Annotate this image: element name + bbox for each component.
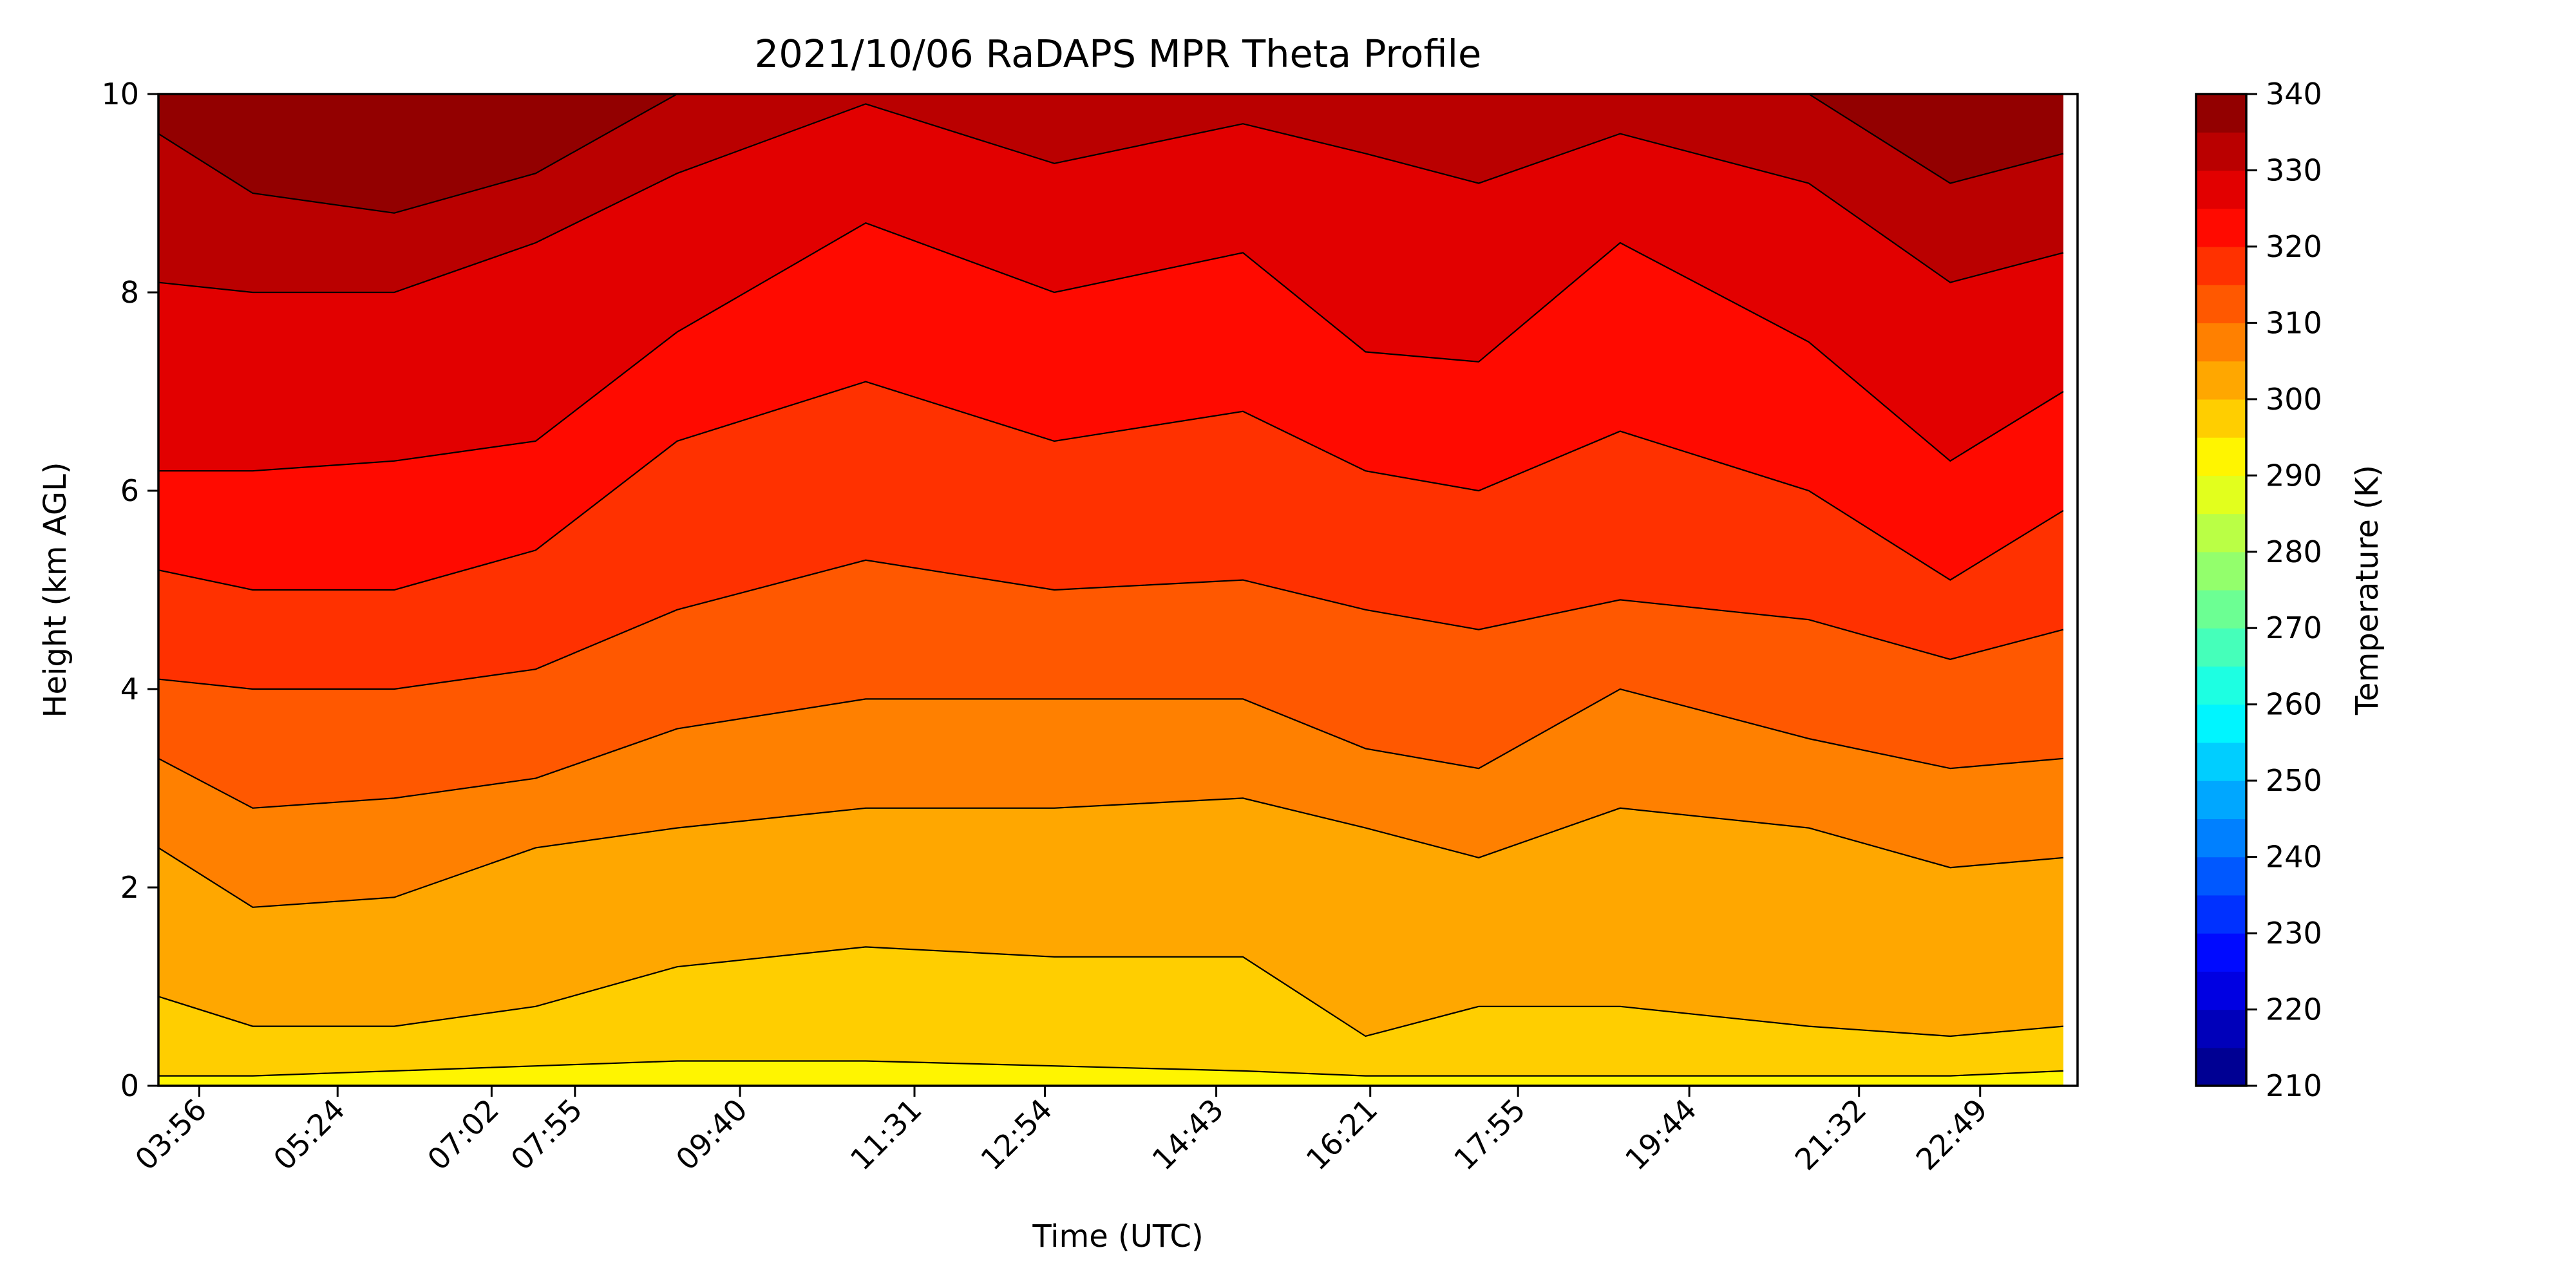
contour-310K (158, 688, 2064, 809)
colorbar-band (2196, 628, 2246, 667)
temperature-band-295K (158, 1061, 2064, 1086)
colorbar-band (2196, 475, 2246, 515)
contour-300K (158, 946, 2064, 1037)
colorbar-tick-label: 290 (2266, 458, 2322, 493)
contour-320K (158, 381, 2064, 591)
colorbar-band (2196, 246, 2246, 285)
colorbar-tick-label: 330 (2266, 153, 2322, 187)
colorbar-band (2196, 590, 2246, 629)
colorbar-band (2196, 1009, 2246, 1048)
colorbar-tick-label: 250 (2266, 763, 2322, 798)
colorbar-band (2196, 513, 2246, 553)
contour-330K (158, 103, 2064, 294)
colorbar-tick-label: 230 (2266, 916, 2322, 951)
temperature-band-315K (158, 560, 2064, 808)
y-tick-label: 10 (101, 77, 139, 111)
y-axis: 0 2 4 6 8 10 (101, 77, 158, 1103)
colorbar-tick-label: 270 (2266, 611, 2322, 645)
colorbar-band (2196, 819, 2246, 858)
temperature-band-305K (158, 798, 2064, 1036)
colorbar-tick-label: 300 (2266, 382, 2322, 417)
colorbar-band (2196, 170, 2246, 209)
y-tick-label: 4 (120, 672, 139, 706)
colorbar-bands (2196, 94, 2246, 1086)
temperature-band-335K (158, 94, 2064, 292)
colorbar-band (2196, 857, 2246, 896)
y-tick-label: 8 (120, 275, 139, 310)
plot-frame (157, 93, 2079, 1087)
contour-305K (158, 797, 2064, 908)
colorbar-band (2196, 437, 2246, 476)
temperature-band-320K (158, 381, 2064, 689)
colorbar-band (2196, 285, 2246, 323)
colorbar-ticks: 210 220 230 240 250 260 270 280 290 300 310 320 330 3… (2246, 77, 2322, 1103)
x-axis-label: Time (UTC) (1032, 1218, 1203, 1255)
colorbar-band (2196, 1047, 2246, 1086)
colorbar-tick-label: 320 (2266, 229, 2322, 264)
colorbar-band (2196, 742, 2246, 781)
colorbar: 210 220 230 240 250 260 270 280 290 300 310 320 330 3… (2195, 77, 2322, 1103)
colorbar-band (2196, 94, 2246, 133)
colorbar-band (2196, 933, 2246, 972)
colorbar-band (2196, 208, 2246, 247)
colorbar-label: Temperature (K) (2349, 465, 2385, 715)
contour-line-layer (158, 94, 2064, 1077)
colorbar-tick-label: 240 (2266, 840, 2322, 875)
temperature-band-330K (158, 104, 2064, 471)
colorbar-band (2196, 323, 2246, 362)
temperature-band-325K (158, 223, 2064, 590)
colorbar-band (2196, 781, 2246, 819)
contour-335K (158, 94, 2064, 214)
plot-area (157, 93, 2079, 1087)
colorbar-frame (2195, 93, 2248, 1087)
y-tick-label: 6 (120, 473, 139, 508)
colorbar-tick-label: 340 (2266, 77, 2322, 111)
colorbar-band (2196, 704, 2246, 743)
colorbar-band (2196, 399, 2246, 438)
colorbar-band (2196, 666, 2246, 705)
colorbar-band (2196, 361, 2246, 400)
temperature-fill-layer (158, 94, 2064, 1086)
colorbar-band (2196, 971, 2246, 1010)
colorbar-tick-label: 210 (2266, 1068, 2322, 1103)
y-tick-label: 2 (120, 870, 139, 905)
contour-315K (158, 559, 2064, 690)
colorbar-tick-label: 220 (2266, 992, 2322, 1027)
y-tick-label: 0 (120, 1068, 139, 1103)
y-axis-label: Height (km AGL) (37, 462, 73, 717)
colorbar-band (2196, 132, 2246, 171)
contour-295K (158, 1060, 2064, 1077)
colorbar-tick-label: 280 (2266, 535, 2322, 569)
contour-325K (158, 222, 2064, 472)
colorbar-tick-label: 310 (2266, 305, 2322, 340)
colorbar-band (2196, 551, 2246, 591)
colorbar-band (2196, 895, 2246, 934)
temperature-band-310K (158, 689, 2064, 907)
colorbar-tick-label: 260 (2266, 687, 2322, 722)
chart-title: 2021/10/06 RaDAPS MPR Theta Profile (755, 32, 1482, 76)
temperature-band-top (158, 94, 2064, 213)
